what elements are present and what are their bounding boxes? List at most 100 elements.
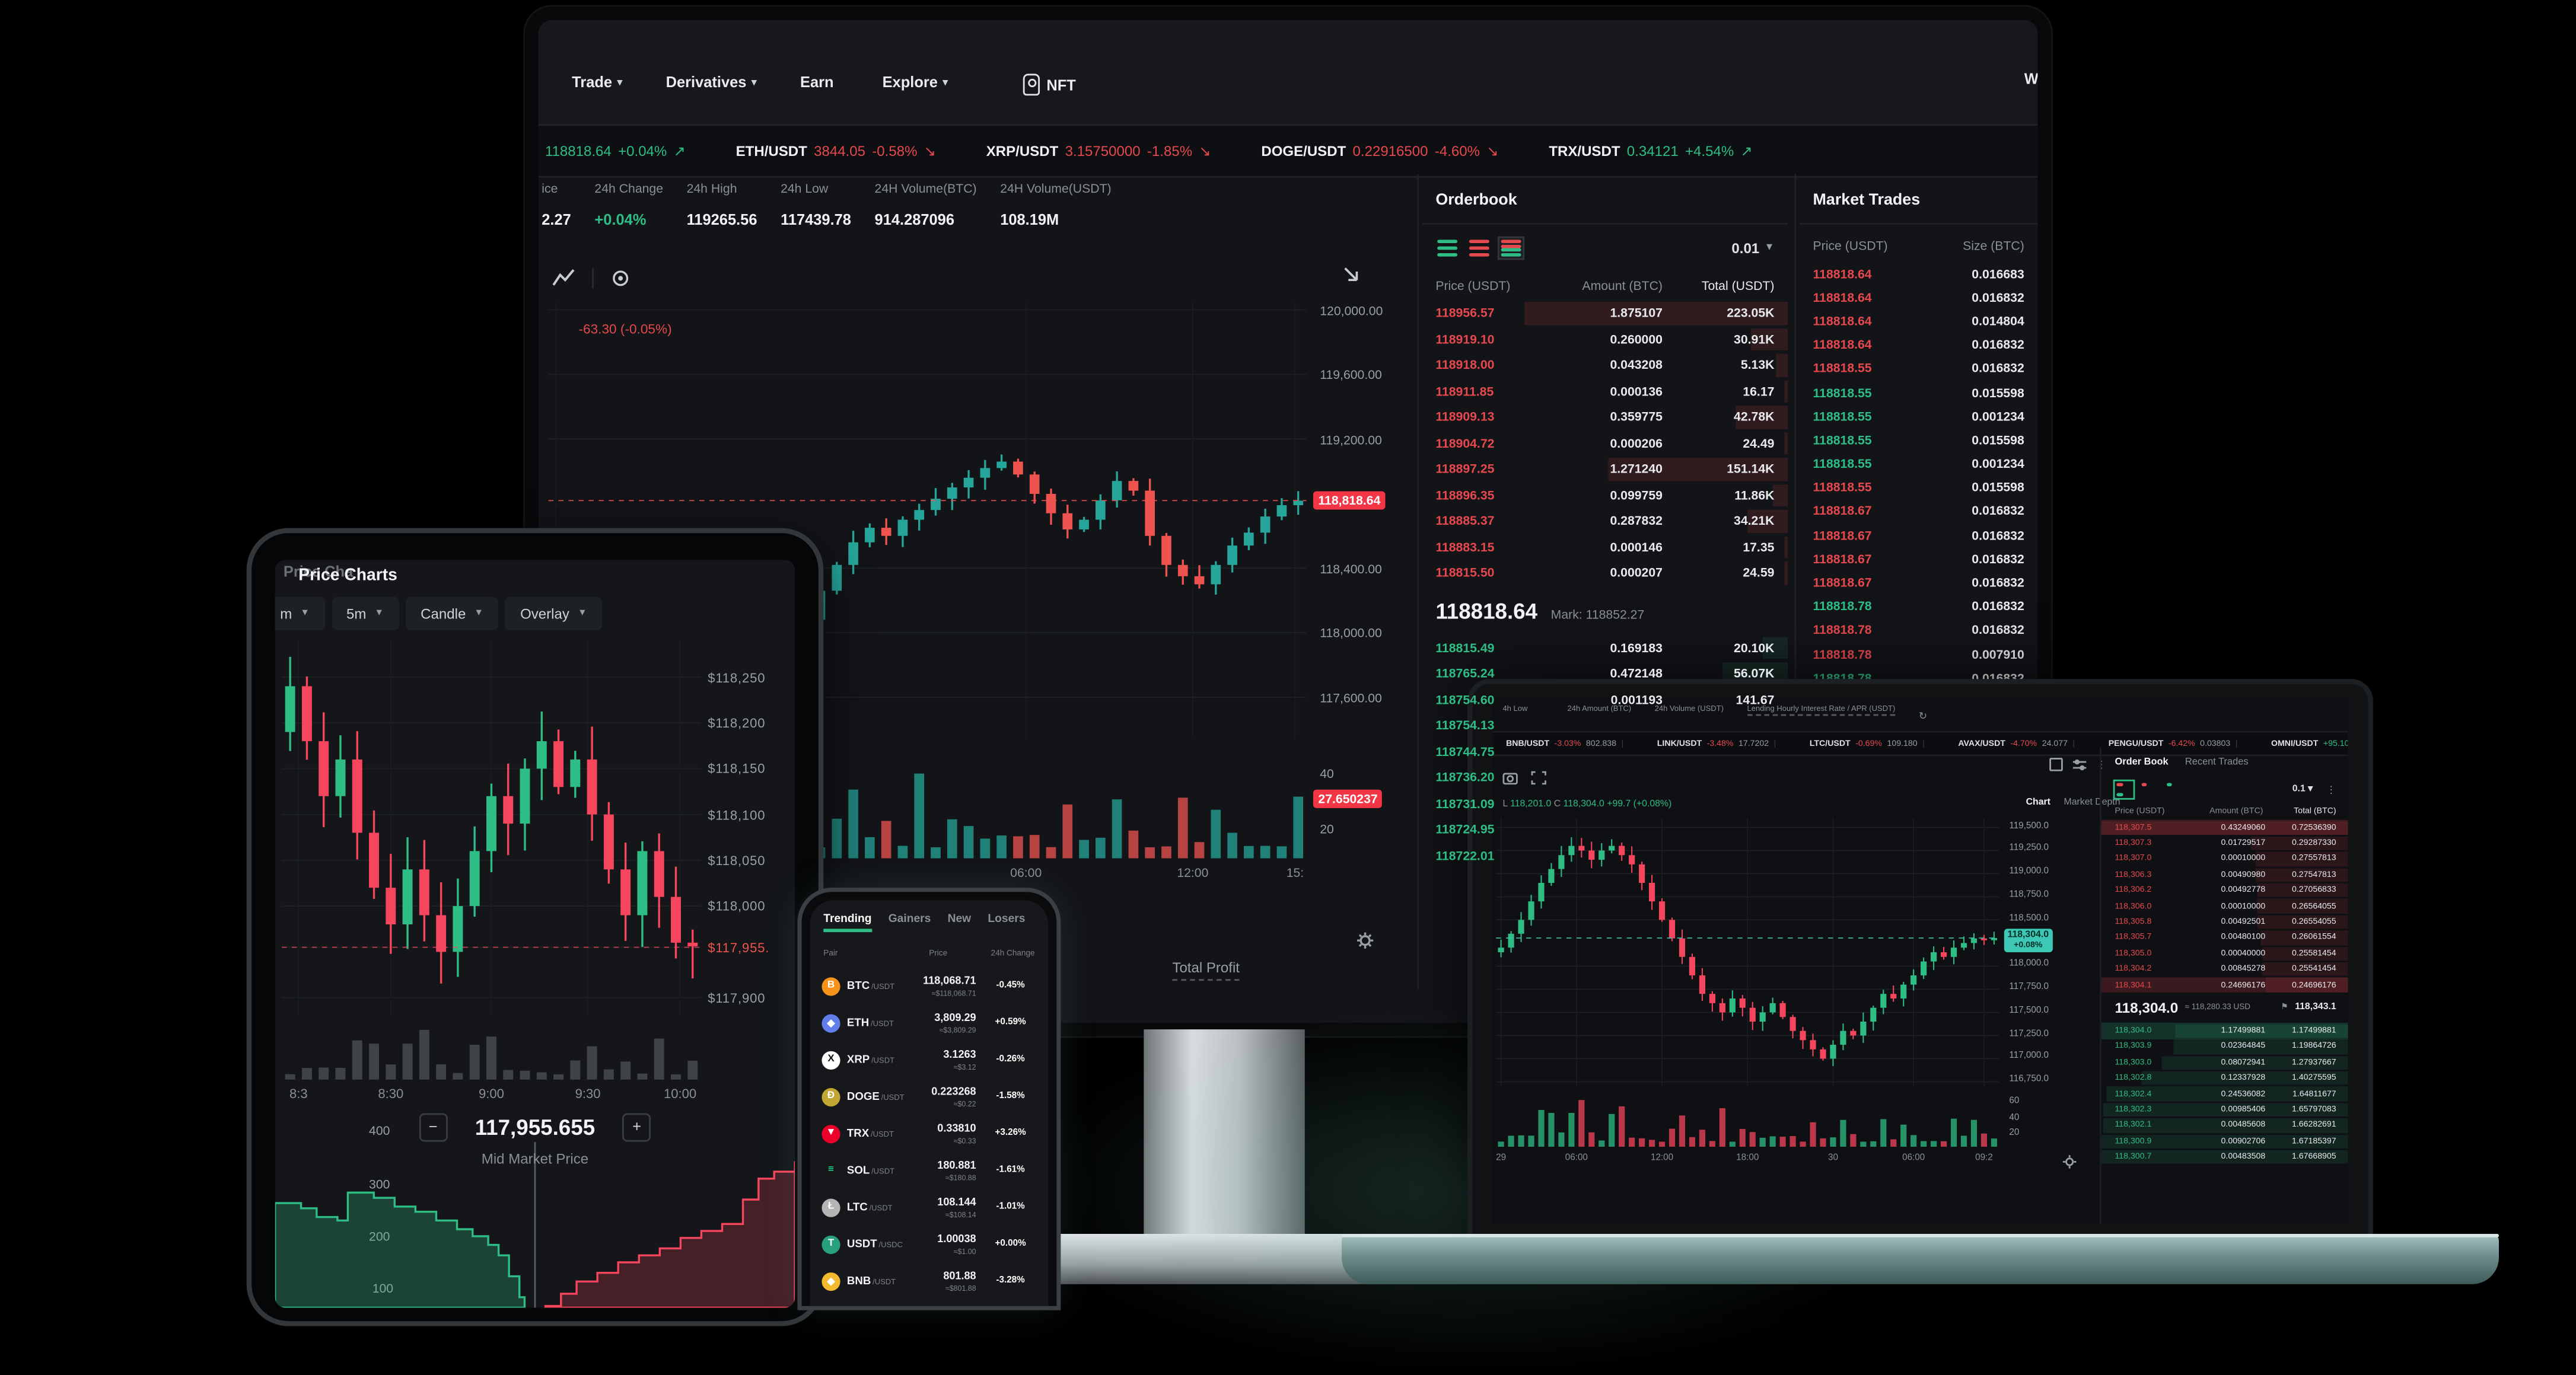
laptop-candlestick-chart[interactable]: 119,500.0 119,250.0 119,000.0 118,750.0 118,… [1496, 818, 2096, 1187]
nav-menu-item[interactable]: Earn [800, 74, 834, 91]
orderbook-ask-row[interactable]: 118919.10 0.260000 30.91K [1422, 326, 1788, 352]
trade-row[interactable]: 118818.55 0.016832 [1813, 361, 2024, 377]
line-chart-icon[interactable] [552, 268, 575, 288]
kebab-menu-icon[interactable]: ⋮ [2096, 760, 2107, 771]
orderbook-bid-row[interactable]: 118765.24 0.472148 56.07K [1422, 661, 1788, 687]
orderbook-ask-row[interactable]: 118904.72 0.000206 24.49 [1422, 430, 1788, 456]
ticker-item[interactable]: LINK/USDT -3.48% 17.7202 | [1657, 738, 1776, 749]
orderbook-bid-row[interactable]: 118,303.9 0.02364845 1.19864726 [2101, 1039, 2348, 1055]
coin-list-item[interactable]: ≡ SOL /USDT 180.881 ≈$180.88 -1.61% [810, 1151, 1049, 1188]
nav-right-partial[interactable]: W [2024, 70, 2038, 88]
asks-only-view-icon[interactable] [2140, 781, 2158, 798]
tab-recent-trades[interactable]: Recent Trades [2185, 758, 2249, 768]
orderbook-ask-row[interactable]: 118897.25 1.271240 151.14K [1422, 456, 1788, 482]
orderbook-bid-row[interactable]: 118,302.1 0.00485608 1.66282691 [2101, 1118, 2348, 1134]
ticker-item[interactable]: DOGE/USDT 0.22916500 -4.60% ↘ [1261, 141, 1499, 159]
orderbook-bid-row[interactable]: 118,304.0 1.17499881 1.17499881 [2101, 1023, 2348, 1039]
orderbook-bid-row[interactable]: 118,302.8 0.12337928 1.40275595 [2101, 1070, 2348, 1086]
orderbook-bid-row[interactable]: 118722.01 [1435, 848, 1495, 863]
trade-row[interactable]: 118818.64 0.016832 [1813, 289, 2024, 305]
orderbook-ask-row[interactable]: 118,305.8 0.00492501 0.26554055 [2101, 914, 2348, 930]
orderbook-ask-row[interactable]: 118896.35 0.099759 11.86K [1422, 482, 1788, 508]
nav-menu-item[interactable]: Explore ▾ [882, 74, 948, 91]
sliders-icon[interactable] [2072, 758, 2087, 770]
orderbook-ask-row[interactable]: 118,307.5 0.43249060 0.72536390 [2101, 819, 2348, 836]
trade-row[interactable]: 118818.64 0.016832 [1813, 337, 2024, 353]
orderbook-ask-row[interactable]: 118885.37 0.287832 34.21K [1422, 508, 1788, 534]
trade-row[interactable]: 118818.67 0.016832 [1813, 551, 2024, 567]
flag-icon[interactable]: ⚑ [2281, 1003, 2288, 1013]
fullscreen-icon[interactable] [1531, 771, 1546, 785]
dropdown-chip[interactable]: m ▼ [275, 596, 325, 631]
orderbook-ask-row[interactable]: 118,307.0 0.00010000 0.27557813 [2101, 851, 2348, 867]
dropdown-chip[interactable]: Candle ▼ [405, 596, 499, 631]
tick-size-dropdown[interactable]: 0.1 ▾ [2292, 784, 2313, 795]
ticker-item[interactable]: TRX/USDT 0.34121 +4.54% ↗ [1549, 141, 1753, 159]
coin-list-item[interactable]: ◆ ETH /USDT 3,809.29 ≈$3,809.29 +0.59% [810, 1004, 1049, 1041]
trade-row[interactable]: 118818.78 0.016832 [1813, 670, 2024, 685]
orderbook-ask-row[interactable]: 118918.00 0.043208 5.13K [1422, 352, 1788, 378]
camera-icon[interactable] [1502, 771, 1518, 785]
nav-nft[interactable]: NFT [1023, 74, 1076, 96]
orderbook-ask-row[interactable]: 118909.13 0.359775 42.78K [1422, 404, 1788, 430]
bids-only-view-icon[interactable] [2165, 781, 2183, 798]
coin-list-item[interactable]: ▼ TRX /USDT 0.33810 ≈$0.33 +3.26% [810, 1115, 1049, 1151]
ticker-item[interactable]: XRP/USDT 3.15750000 -1.85% ↘ [986, 141, 1211, 159]
tab-market-depth[interactable]: Market Depth [2064, 797, 2120, 808]
ticker-item[interactable]: BNB/USDT -3.03% 802.838 | [1506, 738, 1624, 749]
trade-row[interactable]: 118818.78 0.016832 [1813, 623, 2024, 638]
orderbook-bid-row[interactable]: 118,300.7 0.00483508 1.67668905 [2101, 1149, 2348, 1165]
market-tab[interactable]: Losers [988, 913, 1026, 926]
kebab-menu-icon[interactable]: ⋮ [2326, 785, 2336, 796]
trade-row[interactable]: 118818.55 0.015598 [1813, 480, 2024, 495]
orderbook-ask-row[interactable]: 118,307.3 0.01729517 0.29287330 [2101, 835, 2348, 851]
tab-order-book[interactable]: Order Book [2115, 758, 2169, 768]
orderbook-bid-row[interactable]: 118,302.3 0.00985406 1.65797083 [2101, 1102, 2348, 1118]
trade-row[interactable]: 118818.78 0.007910 [1813, 646, 2024, 662]
trade-row[interactable]: 118818.64 0.016683 [1813, 266, 2024, 281]
trade-row[interactable]: 118818.67 0.016832 [1813, 575, 2024, 591]
ticker-item[interactable]: PENGU/USDT -6.42% 0.03803 | [2108, 738, 2238, 749]
orderbook-bid-row[interactable]: 118,302.4 0.24536082 1.64811677 [2101, 1086, 2348, 1102]
nav-menu-item[interactable]: Trade ▾ [572, 74, 623, 91]
expand-chart-icon[interactable] [1342, 265, 1360, 289]
trade-row[interactable]: 118818.67 0.016832 [1813, 503, 2024, 519]
layout-icon[interactable] [2049, 758, 2063, 771]
bids-only-view-icon[interactable] [1435, 238, 1459, 259]
orderbook-ask-row[interactable]: 118,305.7 0.00480100 0.26061554 [2101, 930, 2348, 946]
orderbook-ask-row[interactable]: 118883.15 0.000146 17.35 [1422, 534, 1788, 560]
orderbook-ask-row[interactable]: 118911.85 0.000136 16.17 [1422, 378, 1788, 404]
orderbook-ask-row[interactable]: 118,306.0 0.00010000 0.26564055 [2101, 898, 2348, 914]
coin-list-item[interactable]: ◆ BNB /USDT 801.88 ≈$801.88 -3.28% [810, 1262, 1049, 1299]
ticker-item[interactable]: LTC/USDT -0.69% 109.180 | [1809, 738, 1925, 749]
orderbook-ask-row[interactable]: 118,304.1 0.24696176 0.24696176 [2101, 977, 2348, 993]
orderbook-bid-row[interactable]: 118744.75 [1435, 744, 1495, 760]
market-tab[interactable]: Gainers [888, 913, 931, 926]
orderbook-bid-row[interactable]: 118736.20 [1435, 770, 1495, 785]
orderbook-bid-row[interactable]: 118,303.0 0.08072941 1.27937667 [2101, 1055, 2348, 1071]
trade-row[interactable]: 118818.55 0.001234 [1813, 456, 2024, 471]
market-tab[interactable]: Trending [823, 914, 871, 933]
trade-row[interactable]: 118818.55 0.001234 [1813, 409, 2024, 424]
trade-row[interactable]: 118818.64 0.014804 [1813, 313, 2024, 329]
orderbook-bid-row[interactable]: 118,300.9 0.00902706 1.67185397 [2101, 1133, 2348, 1149]
orderbook-bid-row[interactable]: 118815.49 0.169183 20.10K [1422, 634, 1788, 661]
trade-row[interactable]: 118818.55 0.015598 [1813, 384, 2024, 400]
trade-row[interactable]: 118818.67 0.016832 [1813, 527, 2024, 543]
coin-list-item[interactable]: S SHIB /USDT 0.000013061<$0.01 -2.46% [810, 1299, 1049, 1306]
orderbook-bid-row[interactable]: 118754.60 0.001193 141.67 [1422, 687, 1788, 713]
market-tab[interactable]: New [947, 913, 972, 926]
increase-button[interactable]: + [622, 1114, 651, 1143]
orderbook-bid-row[interactable]: 118724.95 [1435, 822, 1495, 837]
orderbook-ask-row[interactable]: 118,306.2 0.00492778 0.27056833 [2101, 883, 2348, 899]
ticker-item[interactable]: OMNI/USDT +95.10% 5.178 | [2271, 738, 2348, 749]
orderbook-ask-row[interactable]: 118,304.2 0.00845278 0.25541454 [2101, 962, 2348, 978]
refresh-icon[interactable]: ↻ [1918, 712, 1928, 723]
ticker-item[interactable]: 118818.64 +0.04% ↗ [545, 141, 686, 159]
combined-view-icon[interactable] [1497, 236, 1525, 260]
orderbook-ask-row[interactable]: 118815.50 0.000207 24.59 [1422, 560, 1788, 586]
chart-settings-gear-icon[interactable] [1357, 932, 1374, 952]
dropdown-chip[interactable]: 5m ▼ [331, 596, 399, 631]
coin-list-item[interactable]: T USDT /USDC 1.00038 ≈$1.00 +0.00% [810, 1226, 1049, 1262]
tab-chart[interactable]: Chart [2026, 797, 2050, 808]
